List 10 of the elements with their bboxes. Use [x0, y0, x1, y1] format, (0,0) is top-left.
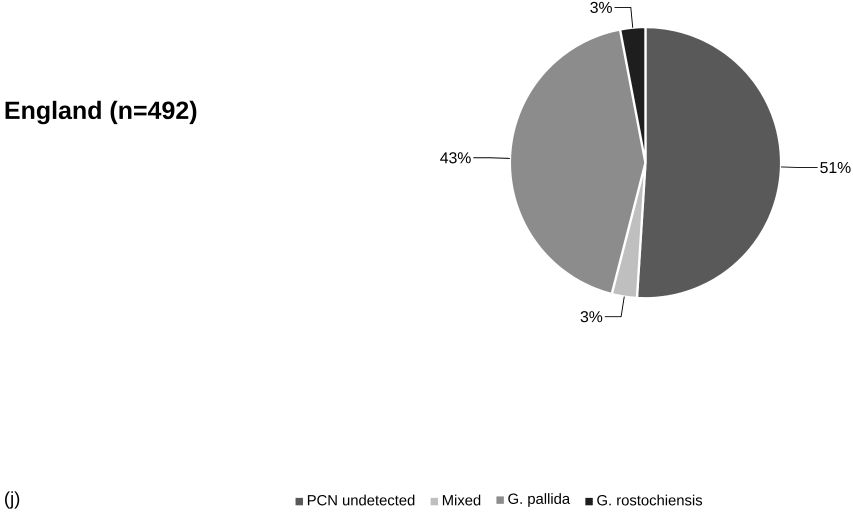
text: England (n=492): [6, 100, 196, 124]
legend-label: PCN undetected: [308, 494, 414, 506]
legend-label: G. rostochiensis: [597, 494, 702, 506]
legend-label: Mixed: [442, 494, 480, 506]
legend-label: G. pallida: [508, 493, 570, 508]
data-label: 43%: [440, 152, 471, 164]
data-label: 3%: [590, 2, 612, 14]
text: (j): [5, 491, 20, 509]
data-label: 3%: [580, 311, 602, 322]
data-label: 51%: [820, 162, 851, 174]
